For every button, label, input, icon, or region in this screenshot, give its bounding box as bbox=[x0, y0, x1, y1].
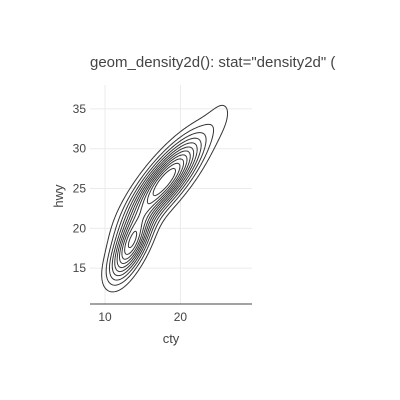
y-tick-label: 20 bbox=[73, 221, 87, 235]
x-tick-label: 10 bbox=[98, 310, 112, 324]
contour-lines bbox=[101, 104, 229, 293]
y-tick-label: 30 bbox=[73, 142, 87, 156]
y-axis-title: hwy bbox=[51, 184, 66, 208]
contour-level-10 bbox=[127, 162, 181, 249]
x-ticks: 10 20 bbox=[98, 310, 187, 324]
contour-level-5 bbox=[114, 142, 198, 273]
contour-level-2 bbox=[105, 123, 215, 286]
y-tick-label: 15 bbox=[73, 261, 87, 275]
contour-level-3 bbox=[108, 132, 207, 281]
contour-level-11 bbox=[152, 168, 177, 197]
chart-title: geom_density2d(): stat="density2d" ( bbox=[90, 54, 335, 71]
y-tick-label: 35 bbox=[73, 102, 87, 116]
x-tick-label: 20 bbox=[174, 310, 188, 324]
contour-level-8 bbox=[121, 154, 188, 260]
y-ticks: 15 20 25 30 35 bbox=[73, 102, 87, 275]
contour-level-9 bbox=[124, 158, 185, 255]
contour-level-4 bbox=[111, 137, 202, 277]
contour-level-6 bbox=[116, 146, 195, 269]
y-tick-label: 25 bbox=[73, 182, 87, 196]
contour-level-7 bbox=[118, 150, 191, 265]
contour-level-1 bbox=[101, 104, 229, 293]
x-axis-title: cty bbox=[163, 331, 180, 346]
